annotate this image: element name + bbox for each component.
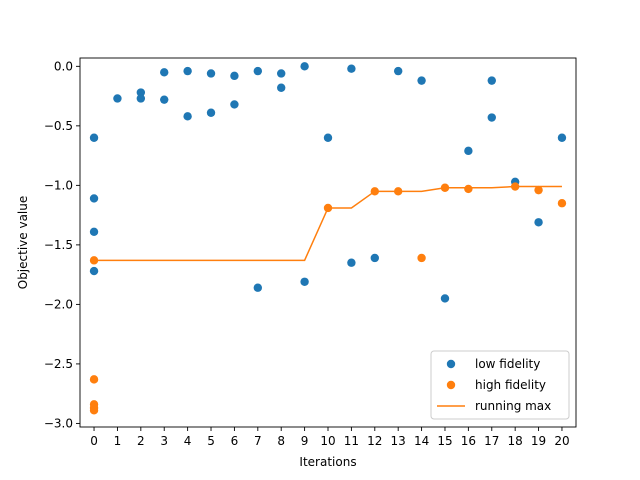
x-tick-label: 13 [391, 434, 406, 448]
y-axis-label: Objective value [16, 196, 30, 290]
legend-box [430, 350, 570, 420]
x-tick-label: 19 [531, 434, 546, 448]
point-low-fidelity [136, 94, 146, 103]
x-tick-label: 5 [207, 434, 215, 448]
series-line-running-max [94, 185, 562, 262]
point-low-fidelity [300, 277, 309, 286]
point-low-fidelity [277, 83, 286, 92]
point-low-fidelity [136, 88, 146, 97]
x-tick-label: 12 [367, 434, 382, 448]
x-axis-label: Iterations [299, 455, 356, 469]
point-high-fidelity [534, 185, 543, 195]
legend-label-low-fidelity: low fidelity [475, 357, 540, 371]
point-low-fidelity [160, 68, 169, 77]
x-tick-label: 9 [301, 434, 309, 448]
y-tick-label: −1.0 [44, 178, 73, 192]
legend: low fidelity high fidelity running max [430, 350, 570, 420]
point-low-fidelity [440, 294, 450, 303]
point-low-fidelity [183, 112, 192, 121]
x-tick-label: 7 [254, 434, 262, 448]
y-tick-label: −2.0 [44, 297, 73, 311]
point-low-fidelity [393, 66, 403, 76]
point-high-fidelity [464, 184, 473, 194]
point-high-fidelity [89, 375, 99, 384]
x-tick-label: 11 [344, 434, 359, 448]
point-low-fidelity [89, 133, 99, 142]
x-tick-label: 4 [184, 434, 192, 448]
x-tick-label: 3 [160, 434, 168, 448]
x-tick-label: 16 [461, 434, 476, 448]
point-low-fidelity [206, 108, 216, 117]
legend-marker-low-fidelity [446, 359, 456, 369]
x-tick-label: 14 [414, 434, 429, 448]
point-low-fidelity [347, 258, 356, 267]
x-tick-label: 0 [90, 434, 98, 448]
x-tick-label: 20 [554, 434, 569, 448]
point-low-fidelity [300, 62, 309, 71]
x-tick-label: 6 [231, 434, 239, 448]
point-low-fidelity [487, 76, 496, 85]
y-tick-label: −1.5 [44, 238, 73, 252]
x-axis-ticks: 0 1 2 3 4 5 6 7 8 9 10 11 12 13 14 15 16 17 18 19 20 [90, 427, 570, 448]
legend-label-running-max: running max [475, 399, 551, 413]
point-low-fidelity [370, 253, 379, 263]
point-low-fidelity [464, 146, 473, 156]
plot-area [79, 57, 577, 428]
point-low-fidelity [487, 113, 496, 122]
y-tick-label: −0.5 [44, 119, 73, 133]
point-low-fidelity [253, 283, 263, 292]
point-low-fidelity [160, 95, 169, 104]
x-tick-label: 10 [320, 434, 335, 448]
x-tick-label: 8 [277, 434, 285, 448]
point-low-fidelity [277, 69, 286, 78]
y-tick-label: −3.0 [44, 416, 73, 430]
point-low-fidelity [347, 64, 356, 73]
legend-marker-high-fidelity [446, 380, 456, 390]
y-tick-label: 0.0 [54, 59, 73, 73]
point-low-fidelity [230, 71, 239, 81]
point-low-fidelity [230, 100, 239, 109]
point-low-fidelity [89, 266, 99, 276]
point-high-fidelity [89, 406, 99, 415]
point-high-fidelity [557, 199, 567, 208]
y-tick-label: −2.5 [44, 357, 73, 371]
y-axis-ticks: 0.0 −0.5 −1.0 −1.5 −2.0 −2.5 −3.0 [44, 59, 80, 430]
point-high-fidelity [417, 253, 426, 263]
x-tick-label: 17 [484, 434, 499, 448]
point-low-fidelity [113, 94, 122, 103]
x-tick-label: 15 [437, 434, 452, 448]
point-low-fidelity [206, 69, 216, 78]
x-tick-label: 1 [114, 434, 122, 448]
legend-label-high-fidelity: high fidelity [475, 378, 546, 392]
point-low-fidelity [534, 218, 543, 227]
point-low-fidelity [253, 66, 263, 76]
point-low-fidelity [557, 133, 567, 142]
x-tick-label: 2 [137, 434, 145, 448]
x-tick-label: 18 [508, 434, 523, 448]
point-low-fidelity [89, 227, 99, 236]
point-low-fidelity [323, 133, 333, 142]
point-low-fidelity [183, 66, 192, 76]
point-high-fidelity [89, 256, 99, 265]
point-low-fidelity [417, 76, 426, 85]
point-low-fidelity [89, 194, 99, 203]
